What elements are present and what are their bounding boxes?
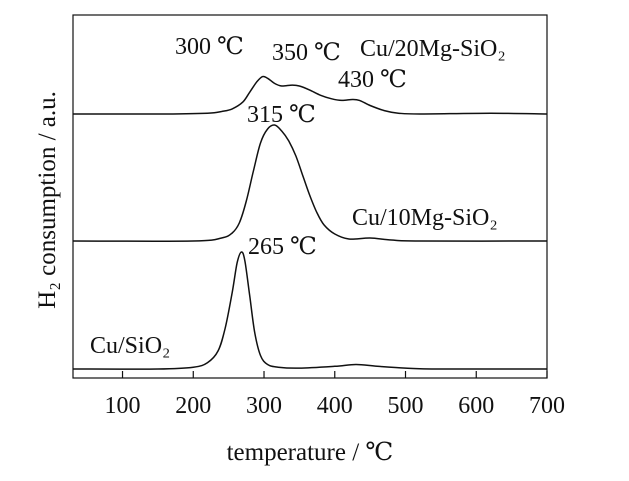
curve-cu-20mg-sio2	[72, 75, 548, 115]
x-tick-label: 500	[388, 393, 424, 419]
curve-cu-10mg-sio2	[72, 124, 548, 242]
x-tick-label: 700	[529, 393, 565, 419]
x-tick-label: 600	[458, 393, 494, 419]
x-tick-label: 300	[246, 393, 282, 419]
peak-temperature-label: 265 ℃	[248, 234, 317, 260]
x-axis-title: temperature / ℃	[227, 439, 394, 466]
series-label: Cu/20Mg-SiO₂	[360, 36, 506, 62]
x-tick-label: 400	[317, 393, 353, 419]
x-axis-ticks: 100 200 300 400 500 600 700	[105, 371, 565, 419]
peak-temperature-label: 300 ℃	[175, 34, 244, 60]
series-label: Cu/SiO₂	[90, 333, 170, 359]
y-axis-title: H₂ consumption / a.u.	[34, 91, 61, 309]
peak-temperature-label: 430 ℃	[338, 67, 407, 93]
series-label: Cu/10Mg-SiO₂	[352, 205, 498, 231]
x-tick-label: 200	[175, 393, 211, 419]
curve-cu-sio2	[72, 251, 548, 370]
curves	[72, 75, 548, 370]
peak-temperature-label: 350 ℃	[272, 40, 341, 66]
peak-temperature-label: 315 ℃	[247, 102, 316, 128]
plot-frame	[72, 14, 548, 379]
x-tick-label: 100	[105, 393, 141, 419]
